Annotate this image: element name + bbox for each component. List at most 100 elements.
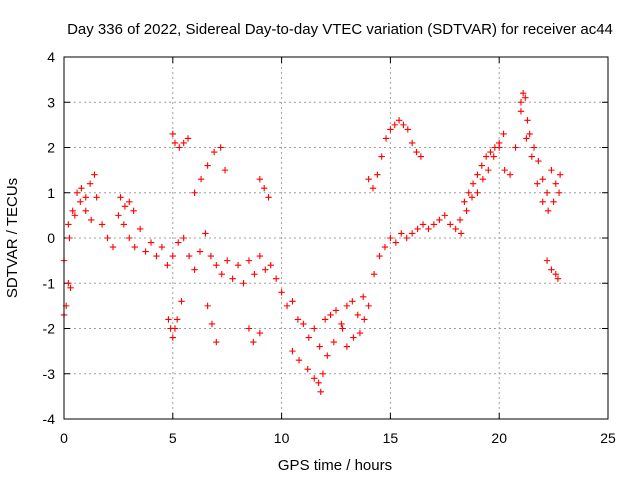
data-point	[461, 198, 468, 205]
data-point	[374, 171, 381, 178]
data-point	[171, 325, 179, 332]
data-point	[524, 117, 531, 124]
data-point	[217, 144, 224, 151]
data-point	[534, 180, 541, 187]
data-point	[408, 139, 416, 147]
data-point	[447, 221, 454, 228]
data-point	[136, 225, 144, 233]
data-point	[548, 166, 555, 174]
data-point	[441, 212, 448, 219]
data-point	[382, 135, 390, 142]
data-point	[98, 221, 106, 228]
data-point	[82, 207, 89, 215]
data-point	[339, 325, 346, 332]
data-point	[550, 198, 557, 205]
data-point	[77, 198, 84, 205]
x-tick-label: 5	[169, 430, 177, 446]
data-point	[474, 171, 481, 178]
data-point	[147, 239, 155, 246]
data-point	[324, 352, 331, 359]
data-point	[224, 257, 231, 264]
data-point	[417, 153, 425, 160]
data-point	[468, 194, 476, 201]
data-point	[413, 148, 420, 156]
y-tick-label: -3	[43, 366, 56, 382]
data-point	[169, 334, 176, 341]
data-point	[180, 139, 187, 147]
data-point	[490, 153, 497, 160]
data-point	[398, 230, 405, 237]
chart-title: Day 336 of 2022, Sidereal Day-to-day VTE…	[67, 21, 613, 38]
data-point	[164, 261, 171, 269]
data-point	[256, 175, 264, 183]
data-point	[496, 139, 503, 147]
data-point	[86, 180, 94, 187]
x-tick-label: 0	[60, 430, 68, 446]
data-point	[210, 148, 218, 156]
data-point	[474, 189, 481, 196]
data-point	[213, 261, 220, 269]
y-tick-label: 3	[47, 94, 55, 110]
data-point	[202, 230, 209, 237]
data-point	[552, 180, 559, 187]
data-point	[121, 203, 129, 210]
data-point	[204, 302, 211, 310]
data-point	[278, 289, 285, 296]
data-point	[65, 280, 72, 287]
data-point	[91, 171, 98, 178]
data-point	[544, 207, 552, 215]
data-point	[315, 379, 322, 386]
data-point	[530, 144, 538, 151]
data-point	[120, 221, 128, 228]
data-point	[361, 316, 368, 323]
data-point	[204, 162, 211, 169]
data-point	[180, 234, 187, 242]
data-point	[311, 325, 318, 332]
data-point	[82, 194, 89, 201]
y-tick-label: 0	[47, 230, 55, 246]
data-point	[304, 366, 311, 373]
data-point	[88, 216, 95, 224]
data-point	[403, 234, 410, 242]
data-point	[487, 148, 494, 156]
data-point	[69, 207, 76, 215]
y-tick-label: 1	[47, 185, 55, 201]
data-point	[535, 157, 542, 165]
data-point	[169, 130, 176, 138]
data-point	[78, 185, 85, 192]
data-point	[229, 275, 236, 282]
data-point	[142, 248, 149, 255]
data-point	[349, 298, 356, 305]
data-point	[115, 212, 122, 219]
data-point	[207, 252, 215, 260]
data-point	[300, 320, 307, 328]
data-point	[528, 153, 536, 160]
data-point	[485, 166, 492, 174]
data-point	[184, 135, 192, 142]
data-point	[169, 252, 176, 260]
data-point	[548, 266, 555, 273]
data-point	[332, 307, 340, 314]
data-point	[251, 271, 258, 278]
data-point	[321, 316, 329, 323]
data-point	[65, 221, 72, 228]
data-point	[391, 121, 398, 129]
data-point	[165, 316, 172, 323]
data-point	[256, 252, 264, 260]
data-point	[482, 153, 490, 160]
data-point	[338, 320, 345, 328]
data-point	[171, 139, 179, 147]
data-point	[175, 239, 182, 246]
data-point	[354, 311, 361, 319]
data-point	[552, 271, 559, 278]
data-point	[350, 334, 357, 341]
data-point	[66, 234, 73, 242]
data-point	[126, 234, 133, 242]
data-point	[400, 121, 407, 129]
data-point	[311, 375, 318, 382]
data-point	[452, 225, 459, 233]
data-point	[196, 248, 204, 255]
tick-labels: 0 5 10 15 20 25 -4 -3 -2 -1 0 1 2 3 4	[43, 49, 616, 446]
data-point	[67, 284, 74, 291]
data-point	[245, 257, 253, 264]
